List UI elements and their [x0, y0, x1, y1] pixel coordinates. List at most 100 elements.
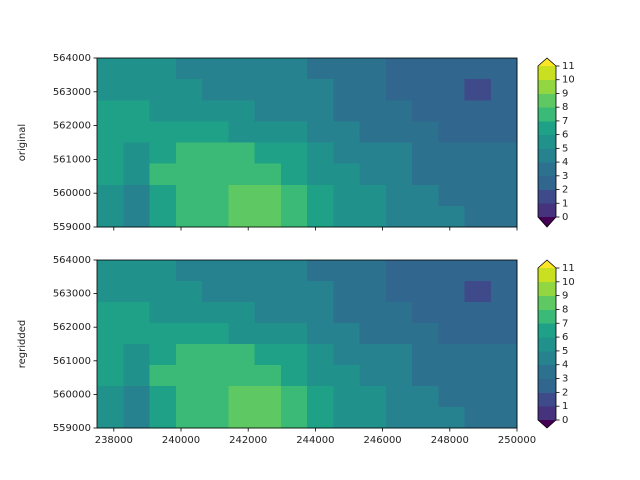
contour-cell [254, 386, 282, 408]
contour-cell [149, 100, 177, 122]
contour-cell [307, 79, 334, 101]
contour-cell [359, 386, 387, 408]
contour-cell [412, 142, 439, 165]
contour-cell [438, 302, 466, 324]
contour-cell [412, 58, 439, 80]
contour-cell [149, 205, 177, 228]
contour-cell [307, 281, 334, 303]
colorbar-tick-label: 8 [562, 102, 568, 113]
contour-cell [123, 58, 151, 80]
contour-cell [490, 260, 518, 282]
contour-cell [359, 344, 387, 366]
colorbar-tick-label: 0 [562, 212, 568, 223]
contour-cell [359, 100, 387, 122]
contour-cell [307, 163, 334, 186]
contour-cell [202, 323, 229, 345]
contour-cell [149, 142, 177, 165]
contour-cell [280, 163, 308, 186]
x-tick-label: 240000 [162, 435, 200, 446]
colorbar-tick-label: 6 [562, 332, 568, 343]
contour-cell [123, 205, 151, 228]
contour-cell [385, 302, 413, 324]
contour-cell [385, 142, 413, 165]
contour-cell [464, 142, 492, 165]
colorbar-bin [538, 337, 556, 352]
contour-cell [464, 58, 492, 80]
contour-cell [123, 121, 151, 144]
y-tick-label: 562000 [53, 121, 91, 132]
contour-cell [175, 407, 203, 429]
colorbar-tick-label: 2 [562, 185, 568, 196]
contour-cell [438, 386, 466, 408]
contour-cell [359, 163, 387, 186]
contour-cell [464, 163, 492, 186]
contour-cell [385, 386, 413, 408]
contour-cell [307, 205, 334, 228]
contour-cell [228, 407, 256, 429]
contour-cell [202, 142, 229, 165]
contour-cell [490, 281, 518, 303]
contour-cell [333, 79, 361, 101]
contour-cell [202, 407, 229, 429]
contour-cell [123, 100, 151, 122]
contour-cell [307, 121, 334, 144]
contour-cell [307, 386, 334, 408]
contour-cell [175, 121, 203, 144]
colorbar-bin [538, 107, 556, 122]
contour-cell [438, 323, 466, 345]
contour-cell [175, 184, 203, 207]
contour-cell [97, 121, 124, 144]
colorbar-tick-label: 9 [562, 88, 568, 99]
contour-cell [385, 121, 413, 144]
contour-cell [280, 100, 308, 122]
contour-cell [123, 365, 151, 387]
contour-cell [149, 281, 177, 303]
contour-cell [412, 163, 439, 186]
contour-cell [333, 302, 361, 324]
colorbar-tick-label: 7 [562, 318, 568, 329]
y-tick-label: 563000 [53, 289, 91, 300]
contour-cell [385, 365, 413, 387]
colorbar-tick-label: 11 [562, 263, 575, 274]
contour-cell [149, 386, 177, 408]
contour-cell [149, 58, 177, 80]
contour-cell [254, 121, 282, 144]
contour-cell [438, 407, 466, 429]
contour-cell [280, 323, 308, 345]
contour-cell [97, 365, 124, 387]
contour-cell [175, 260, 203, 282]
colorbar-tick-label: 1 [562, 198, 568, 209]
contour-cell [228, 323, 256, 345]
contour-cell [123, 79, 151, 101]
contour-cell [149, 79, 177, 101]
contour-cell [175, 58, 203, 80]
contour-cell [385, 281, 413, 303]
contour-cell [202, 205, 229, 228]
contour-cell [254, 344, 282, 366]
contour-cell [412, 260, 439, 282]
x-tick-label: 248000 [431, 435, 469, 446]
contour-cell [175, 142, 203, 165]
contour-cell [149, 302, 177, 324]
axes-frame [96, 57, 518, 228]
contour-cell [359, 121, 387, 144]
contour-cell [228, 142, 256, 165]
y-tick-label: 561000 [53, 356, 91, 367]
contour-cell [97, 344, 124, 366]
contour-cell [333, 323, 361, 345]
y-axis-label: regridded [17, 320, 28, 368]
contour-cell [123, 407, 151, 429]
contour-cell [97, 281, 124, 303]
contour-cell [280, 142, 308, 165]
contour-cell [97, 302, 124, 324]
contour-cell [359, 323, 387, 345]
contour-cell [280, 344, 308, 366]
contour-cell [385, 163, 413, 186]
contour-cell [254, 100, 282, 122]
colorbar-under [538, 217, 556, 227]
contour-cell [412, 386, 439, 408]
colorbar-over [538, 260, 556, 268]
contour-cell [202, 184, 229, 207]
contour-cell [123, 281, 151, 303]
contour-cell [490, 184, 518, 207]
